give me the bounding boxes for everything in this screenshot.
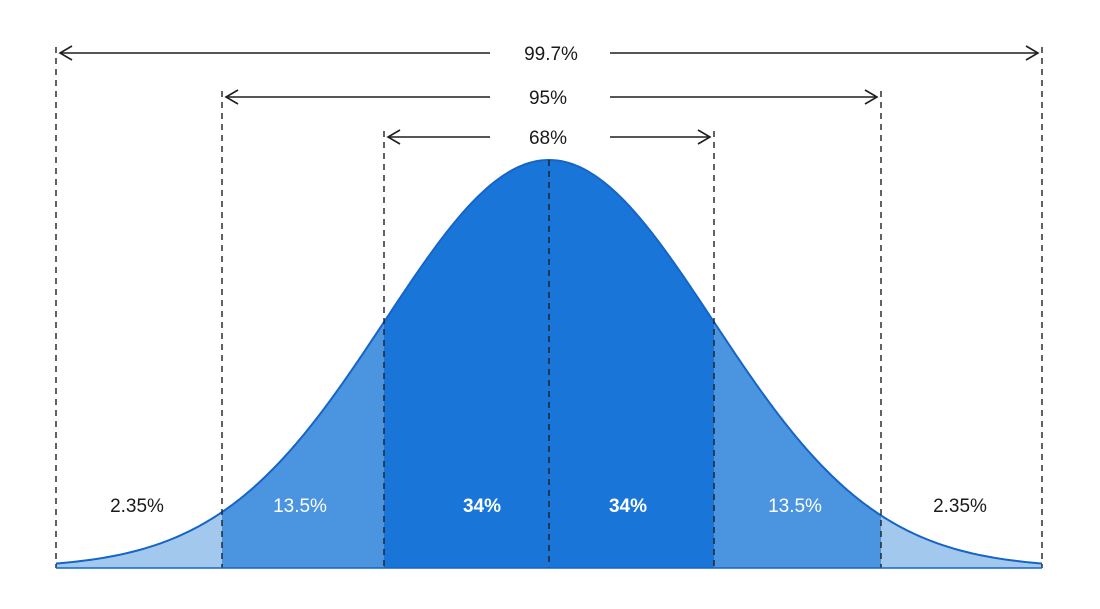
tail-right-region <box>881 515 1042 568</box>
center-region <box>384 160 714 568</box>
segment-label-middle-left: 13.5% <box>273 496 327 517</box>
range-arrow-68 <box>386 129 712 145</box>
segment-label-center-right: 34% <box>609 496 647 517</box>
range-label-68: 68% <box>529 128 567 149</box>
segment-label-tail-left: 2.35% <box>110 496 164 517</box>
range-label-95: 95% <box>529 88 567 109</box>
middle-right-region <box>714 322 881 568</box>
range-arrow-95 <box>224 89 879 105</box>
segment-label-center-left: 34% <box>463 496 501 517</box>
tail-left-region <box>56 512 222 568</box>
segment-label-tail-right: 2.35% <box>933 496 987 517</box>
range-label-99-7: 99.7% <box>524 44 578 65</box>
range-arrow-99-7 <box>58 45 1040 61</box>
segment-label-middle-right: 13.5% <box>768 496 822 517</box>
